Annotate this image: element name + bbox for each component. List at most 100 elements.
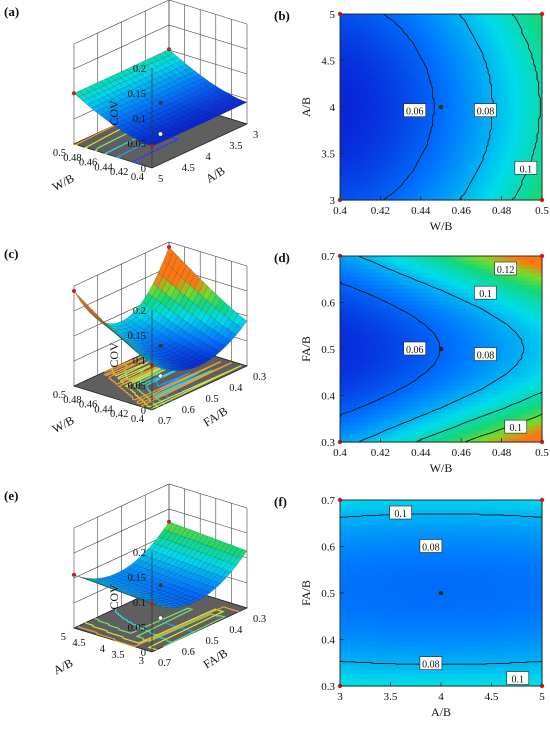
heat-cell: [449, 296, 454, 302]
heat-cell: [400, 409, 406, 415]
heat-cell: [505, 151, 511, 157]
heat-cell: [453, 159, 458, 165]
heat-cell: [465, 389, 470, 395]
heat-cell: [408, 300, 414, 306]
heat-cell: [364, 437, 369, 443]
heat-cell: [392, 421, 398, 427]
heat-cell: [473, 320, 478, 326]
heat-cell: [404, 74, 410, 80]
heat-cell: [449, 191, 454, 197]
heat-cell: [412, 151, 418, 157]
heat-cell: [505, 50, 511, 56]
heat-cell: [465, 377, 470, 382]
heat-cell: [416, 155, 422, 161]
heat-cell: [376, 123, 381, 128]
heat-cell: [372, 280, 377, 285]
heat-cell: [457, 429, 462, 435]
heat-cell: [380, 328, 386, 334]
heat-cell: [517, 98, 523, 104]
heat-cell: [453, 256, 458, 261]
heat-cell: [485, 62, 491, 68]
heat-cell: [473, 369, 478, 374]
heat-cell: [376, 272, 381, 277]
heat-cell: [396, 195, 402, 201]
heat-cell: [380, 30, 386, 35]
heat-cell: [485, 425, 491, 431]
heat-cell: [473, 409, 478, 415]
heat-cell: [388, 385, 394, 391]
surface-patch: [141, 353, 152, 359]
heat-cell: [525, 74, 531, 80]
heat-cell: [380, 143, 386, 149]
heat-cell: [521, 14, 527, 19]
heat-cell: [465, 66, 470, 72]
heat-cell: [436, 365, 442, 370]
heat-cell: [404, 320, 410, 326]
heat-cell: [489, 365, 495, 370]
heat-cell: [380, 163, 386, 169]
heat-cell: [521, 127, 527, 132]
design-point: [72, 91, 76, 96]
heat-cell: [449, 353, 454, 358]
heat-cell: [428, 187, 434, 193]
heat-cell: [428, 14, 434, 19]
heat-cell: [537, 175, 543, 181]
floor-contour-line: [103, 355, 233, 409]
heat-cell: [408, 320, 414, 326]
heat-cell: [424, 123, 430, 128]
heat-cell: [396, 324, 402, 330]
heat-cell: [416, 389, 422, 395]
heat-cell: [376, 276, 381, 281]
heat-cell: [465, 349, 470, 354]
heat-cell: [344, 429, 349, 435]
heat-cell: [340, 272, 345, 277]
heat-cell: [428, 119, 434, 124]
heat-cell: [436, 139, 442, 144]
heat-cell: [525, 191, 531, 197]
heat-cell: [404, 94, 410, 100]
heat-cell: [461, 14, 466, 19]
heat-cell: [529, 195, 535, 201]
heat-cell: [412, 389, 418, 395]
heat-cell: [416, 268, 422, 273]
heat-cell: [445, 86, 450, 92]
heat-cell: [348, 183, 353, 189]
heat-cell: [453, 139, 458, 144]
heat-cell: [493, 58, 499, 64]
heat-cell: [420, 66, 426, 72]
heat-cell: [364, 256, 369, 261]
heat-cell: [396, 413, 402, 419]
heat-cell: [436, 82, 442, 88]
heat-cell: [513, 147, 519, 153]
heat-cell: [517, 179, 523, 185]
heat-cell: [449, 276, 454, 281]
heat-cell: [517, 191, 523, 197]
heat-cell: [368, 90, 373, 96]
heat-cell: [396, 102, 402, 108]
heat-cell: [424, 417, 430, 423]
heat-cell: [348, 373, 353, 378]
heat-cell: [445, 111, 450, 116]
heat-cell: [469, 175, 474, 181]
heat-cell: [473, 139, 478, 144]
heat-cell: [449, 66, 454, 72]
heat-cell: [489, 409, 495, 415]
heat-cell: [400, 179, 406, 185]
heat-cell: [497, 135, 503, 140]
heat-cell: [477, 264, 482, 269]
heat-cell: [489, 377, 495, 382]
heat-cell: [360, 151, 365, 157]
heat-cell: [501, 292, 507, 298]
heat-cell: [436, 66, 442, 72]
surface-patch: [165, 361, 177, 365]
heat-cell: [445, 417, 450, 423]
heat-cell: [449, 385, 454, 391]
heat-cell: [436, 344, 442, 350]
heat-cell: [396, 365, 402, 370]
heat-cell: [388, 268, 394, 273]
heat-cell: [457, 381, 462, 386]
heat-cell: [344, 292, 349, 298]
heat-cell: [344, 78, 349, 84]
heat-cell: [396, 34, 402, 39]
